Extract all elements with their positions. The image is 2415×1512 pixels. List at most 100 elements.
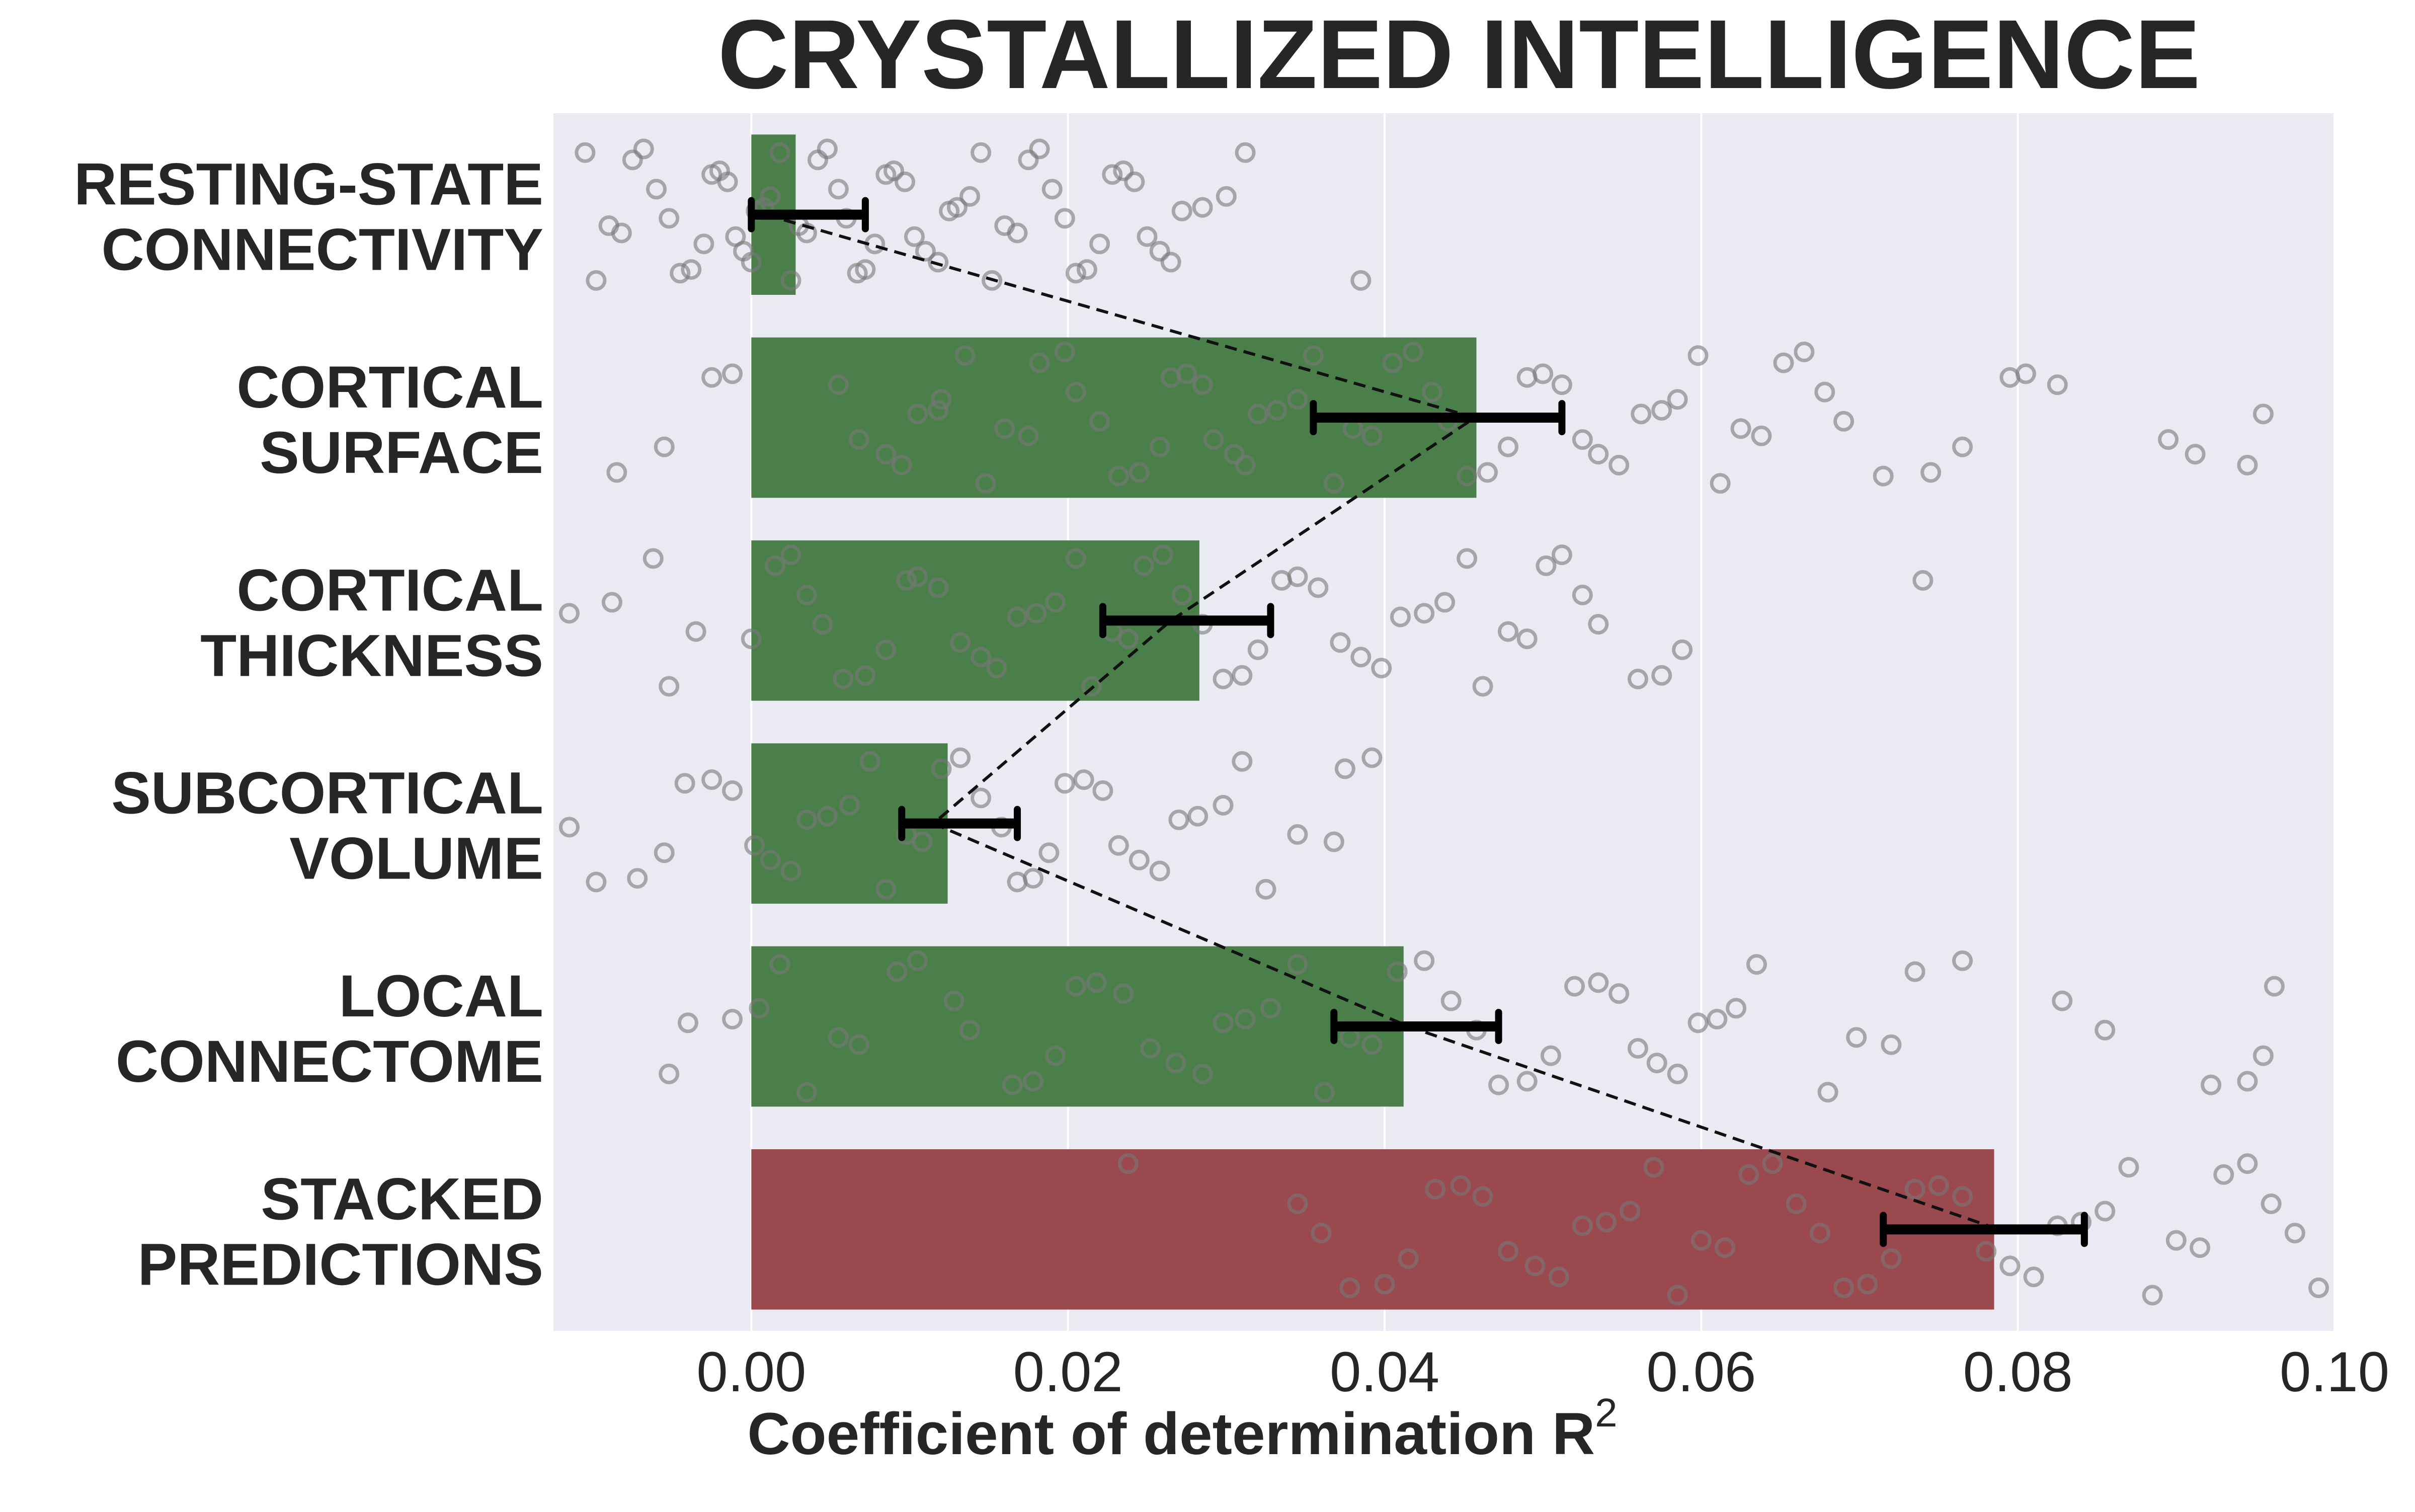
point-5-11 — [1548, 1266, 1569, 1288]
point-3-8 — [760, 849, 781, 870]
point-4-5 — [796, 1082, 817, 1103]
point-4-33 — [1516, 1071, 1538, 1092]
point-1-31 — [1303, 345, 1324, 366]
point-2-39 — [1390, 606, 1411, 627]
point-5-12 — [1572, 1215, 1593, 1236]
point-2-0 — [558, 603, 580, 624]
point-1-43 — [1533, 363, 1554, 384]
bars — [751, 134, 1994, 1310]
x-tick-labels: 0.00 0.02 0.04 0.06 0.08 0.10 — [696, 1340, 2389, 1403]
point-0-4 — [622, 149, 643, 171]
point-5-15 — [1643, 1157, 1664, 1178]
point-1-28 — [1247, 404, 1268, 425]
point-3-2 — [627, 868, 648, 889]
point-1-6 — [875, 444, 897, 465]
point-4-16 — [1086, 972, 1107, 993]
point-4-23 — [1260, 998, 1281, 1019]
point-2-35 — [1308, 577, 1329, 598]
point-3-30 — [1168, 809, 1189, 830]
point-2-3 — [659, 676, 680, 697]
point-1-66 — [2185, 444, 2206, 465]
point-4-44 — [1746, 954, 1767, 975]
point-0-36 — [928, 252, 949, 273]
point-5-8 — [1472, 1186, 1493, 1207]
bar-5 — [751, 1149, 1994, 1310]
point-4-32 — [1488, 1074, 1509, 1095]
point-4-37 — [1608, 983, 1630, 1004]
point-5-25 — [1881, 1248, 1902, 1269]
point-2-50 — [1627, 668, 1648, 689]
point-2-20 — [1026, 603, 1047, 624]
point-1-20 — [1129, 462, 1150, 483]
y-tick-label-line: PREDICTIONS — [138, 1231, 543, 1298]
point-0-35 — [915, 241, 936, 262]
point-1-12 — [975, 473, 996, 494]
point-4-10 — [943, 990, 964, 1011]
plot-area — [553, 113, 2334, 1331]
point-3-31 — [1187, 806, 1209, 827]
point-5-1 — [1287, 1193, 1308, 1215]
point-1-67 — [2237, 454, 2258, 475]
point-2-14 — [907, 566, 928, 587]
point-4-51 — [2095, 1019, 2116, 1041]
point-1-1 — [654, 436, 675, 457]
point-4-41 — [1687, 1012, 1709, 1033]
x-tick-label-2: 0.04 — [1330, 1340, 1439, 1403]
point-0-21 — [780, 270, 801, 291]
point-3-7 — [744, 835, 765, 856]
point-2-30 — [1213, 668, 1234, 689]
point-3-5 — [701, 769, 722, 790]
point-5-29 — [1976, 1241, 1997, 1262]
point-5-27 — [1928, 1175, 1949, 1196]
point-0-61 — [1350, 270, 1372, 291]
point-1-9 — [928, 400, 949, 421]
point-3-28 — [1129, 849, 1150, 870]
y-tick-label-line: CORTICAL — [236, 354, 543, 421]
point-1-45 — [1572, 429, 1593, 450]
point-3-4 — [674, 773, 695, 794]
point-1-59 — [1873, 465, 1894, 487]
point-1-46 — [1588, 444, 1609, 465]
point-2-9 — [812, 614, 833, 635]
x-axis-label-text: Coefficient of determination R — [747, 1401, 1595, 1467]
x-tick-label-3: 0.06 — [1646, 1340, 1756, 1403]
point-2-45 — [1516, 628, 1538, 650]
point-1-16 — [1054, 341, 1075, 362]
point-5-22 — [1809, 1223, 1830, 1244]
point-5-5 — [1398, 1248, 1419, 1269]
point-2-38 — [1371, 658, 1392, 679]
point-1-41 — [1497, 436, 1518, 457]
point-1-4 — [828, 374, 849, 395]
point-1-35 — [1382, 352, 1403, 373]
point-3-24 — [1054, 773, 1075, 794]
point-3-1 — [586, 871, 607, 893]
point-1-0 — [606, 462, 627, 483]
point-0-41 — [982, 270, 1003, 291]
point-1-25 — [1203, 429, 1224, 450]
point-5-31 — [2023, 1266, 2044, 1288]
point-1-58 — [1833, 411, 1855, 432]
point-3-3 — [654, 842, 675, 863]
point-0-9 — [681, 259, 702, 280]
point-1-52 — [1710, 473, 1731, 494]
y-tick-label-line: CONNECTIVITY — [102, 217, 544, 283]
point-0-49 — [1076, 259, 1097, 280]
point-2-37 — [1350, 647, 1372, 668]
point-5-36 — [2142, 1285, 2163, 1306]
point-4-22 — [1235, 1008, 1256, 1029]
point-4-20 — [1192, 1063, 1213, 1084]
point-5-35 — [2118, 1157, 2139, 1178]
point-3-25 — [1073, 769, 1094, 790]
point-1-60 — [1920, 462, 1942, 483]
point-0-51 — [1102, 164, 1123, 185]
point-3-23 — [1038, 842, 1060, 863]
point-4-12 — [1002, 1074, 1023, 1095]
point-4-39 — [1646, 1053, 1667, 1074]
point-1-2 — [701, 367, 722, 388]
point-5-30 — [1999, 1255, 2021, 1277]
point-2-10 — [833, 668, 854, 689]
point-1-55 — [1773, 352, 1794, 373]
point-5-16 — [1667, 1285, 1688, 1306]
point-4-1 — [677, 1012, 698, 1033]
